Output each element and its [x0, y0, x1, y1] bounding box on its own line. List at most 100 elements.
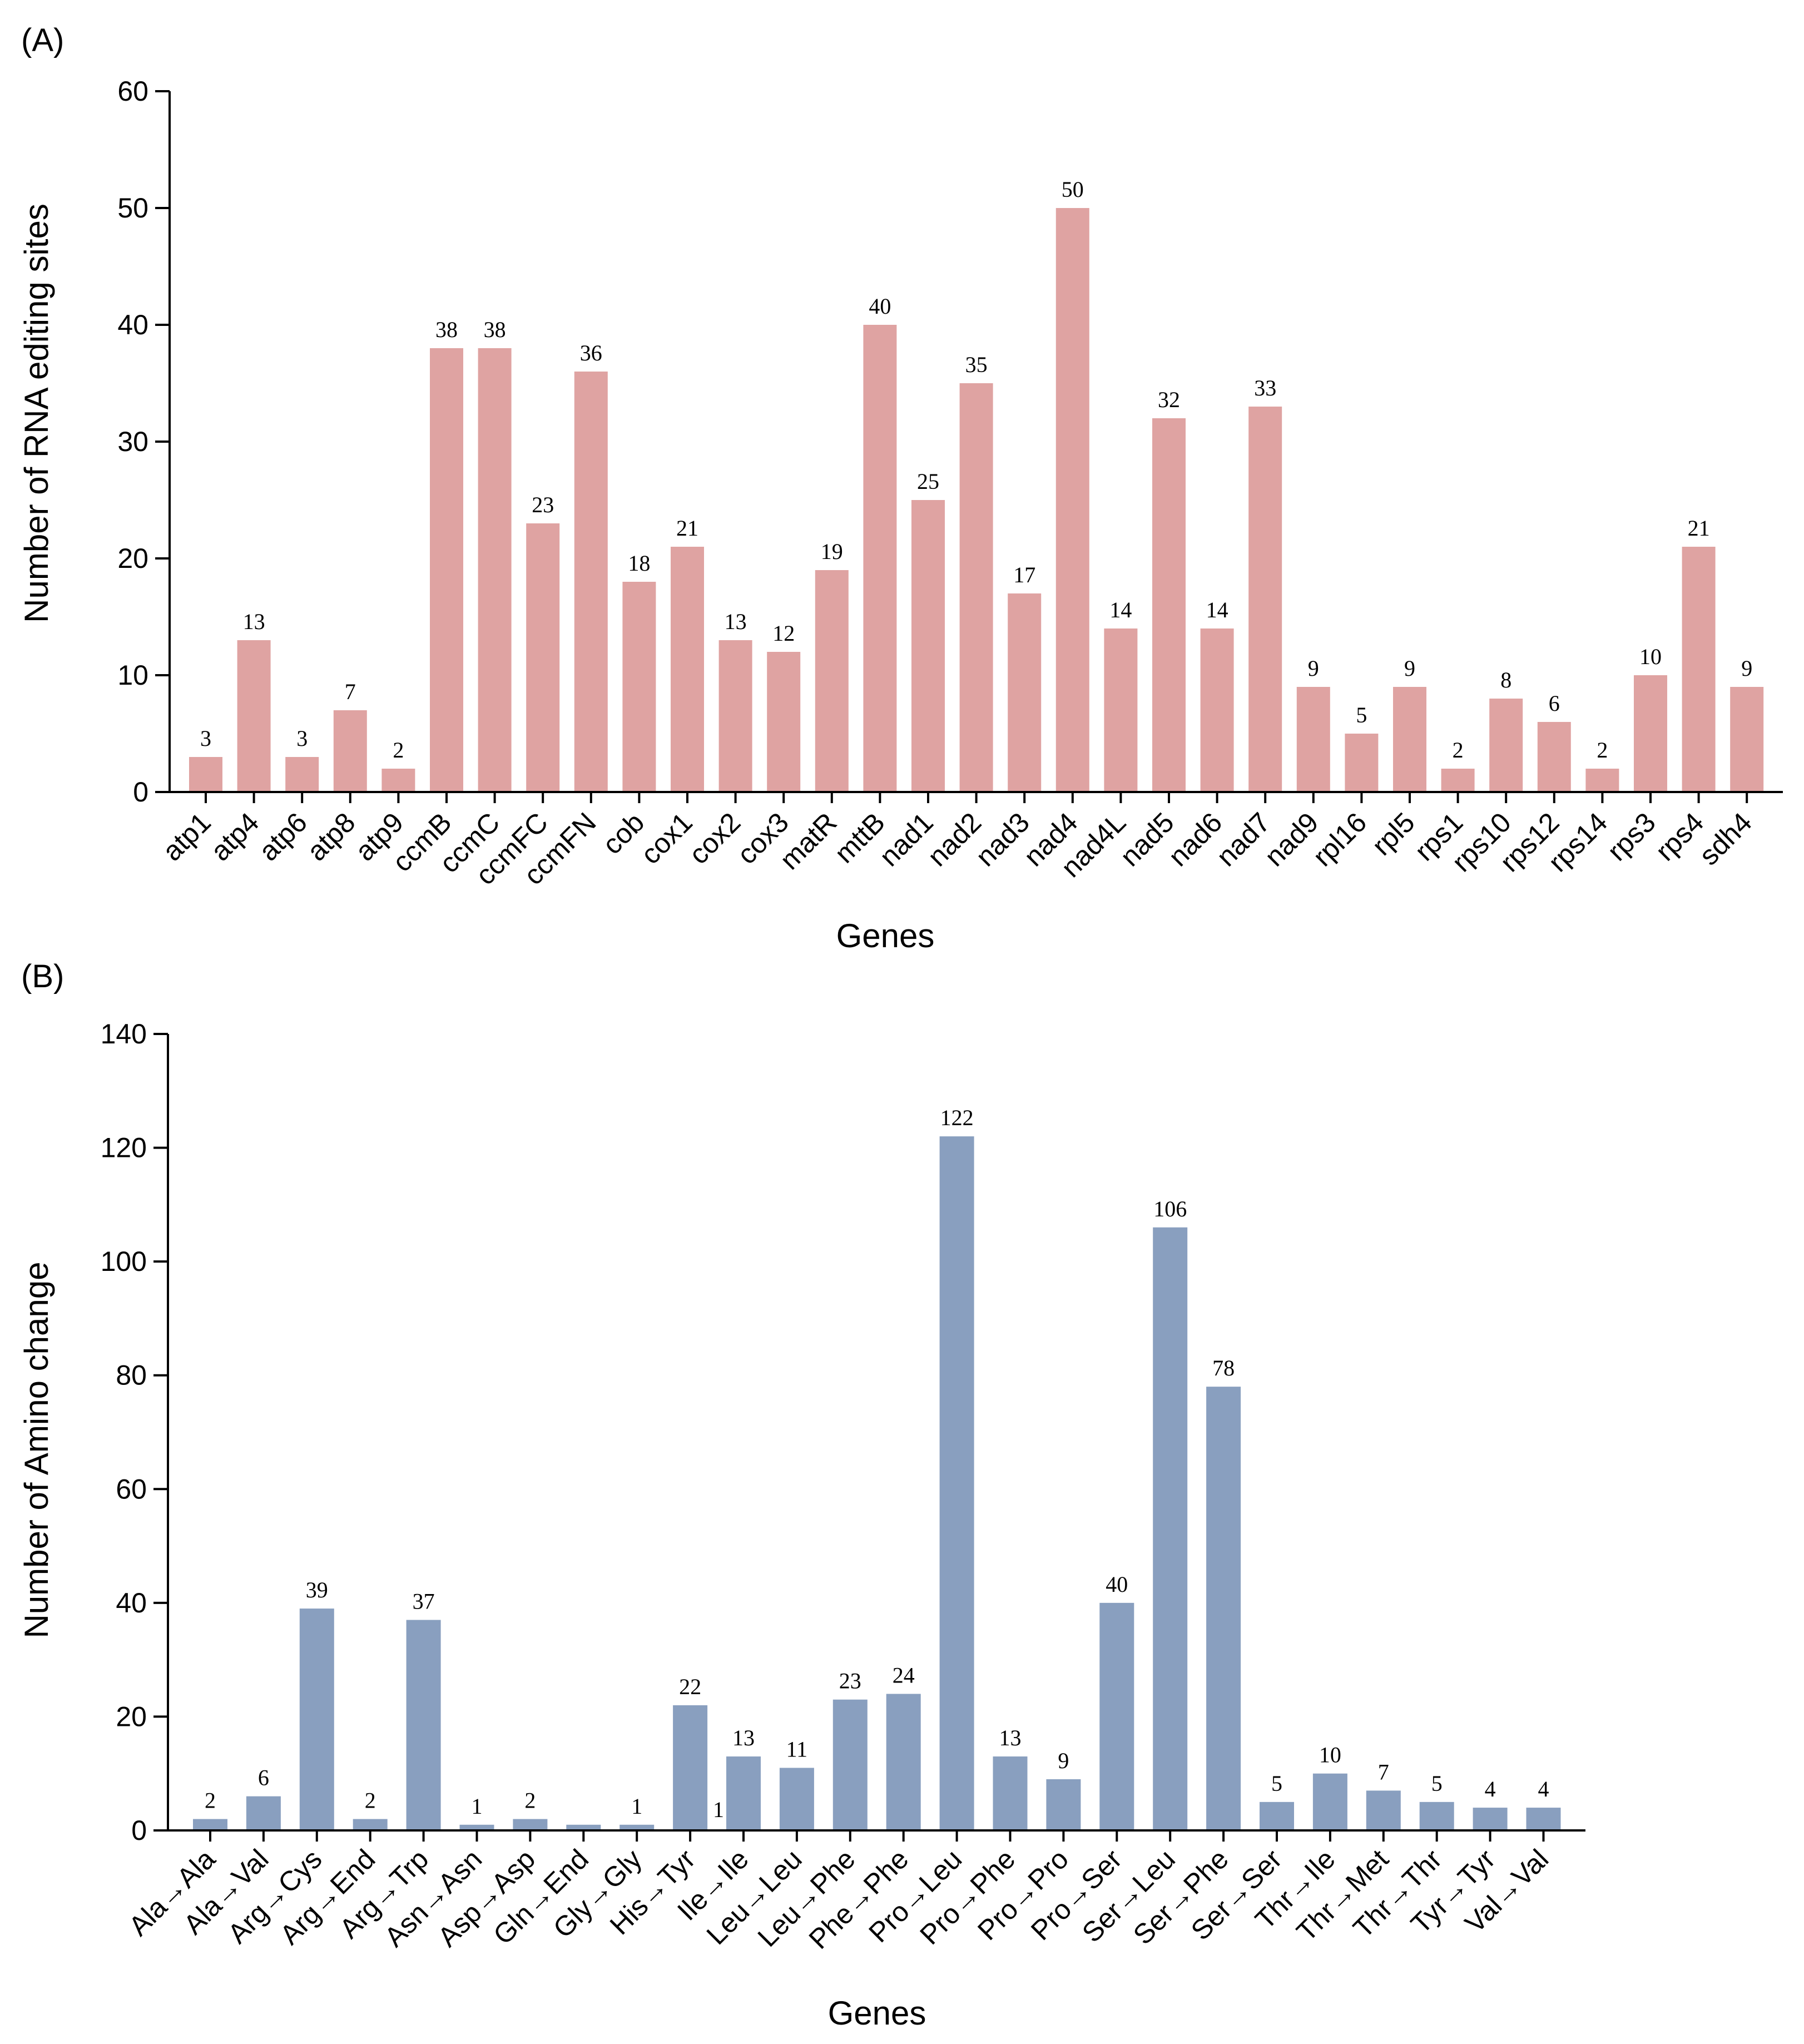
y-tick-label-40: 40 — [117, 309, 148, 340]
bar-atp1 — [189, 757, 222, 792]
panel-b-y-axis: 0 20 40 60 80 100 120 140 — [101, 1018, 169, 1846]
bar-ala-to-ala — [193, 1819, 227, 1830]
y-tick-label-60: 60 — [117, 76, 148, 107]
data-label-mttb: 40 — [869, 294, 891, 319]
bar-ccmc — [478, 348, 512, 792]
x-tick-label-nad2: nad2 — [921, 806, 987, 872]
x-tick-label-nad6: nad6 — [1162, 806, 1228, 872]
bar-mttb — [863, 325, 897, 792]
bar-rps14 — [1585, 769, 1619, 792]
data-label-asp-to-asp: 2 — [524, 1788, 536, 1813]
y-tick-label-60: 60 — [116, 1473, 147, 1504]
data-label-rps3: 10 — [1639, 644, 1662, 669]
bar-arg-to-cys — [299, 1609, 334, 1830]
bar-cox1 — [671, 547, 704, 792]
data-label-atp1: 3 — [200, 726, 211, 751]
bar-pro-to-ser — [1099, 1602, 1134, 1830]
x-tick-label-nad5: nad5 — [1114, 806, 1180, 872]
x-tick-label-atp6: atp6 — [253, 806, 313, 867]
data-label-nad7: 33 — [1254, 375, 1276, 400]
data-label-nad2: 35 — [965, 352, 988, 377]
data-label-arg-to-end: 2 — [365, 1788, 376, 1813]
panel-b-x-axis-title: Genes — [828, 1994, 926, 2032]
x-tick-label-nad1: nad1 — [874, 806, 939, 872]
bar-pro-to-phe — [993, 1756, 1028, 1830]
data-label-cox2: 13 — [725, 609, 747, 634]
bar-nad4 — [1055, 208, 1089, 792]
x-tick-label-rps4: rps4 — [1649, 806, 1709, 867]
bar-ser-to-ser — [1260, 1802, 1294, 1830]
data-label-arg-to-cys: 39 — [306, 1577, 328, 1602]
panel-b-y-axis-title: Number of Amino change — [18, 1261, 55, 1638]
data-label-leu-to-leu: 11 — [786, 1736, 808, 1761]
data-label-rpl5: 9 — [1404, 656, 1415, 681]
panel-a-y-axis-title: Number of RNA editing sites — [18, 204, 55, 623]
data-label-rps1: 2 — [1453, 738, 1464, 763]
bar-val-to-val — [1526, 1808, 1561, 1830]
data-label-ala-to-ala: 2 — [205, 1788, 216, 1813]
data-label-atp6: 3 — [296, 726, 308, 751]
y-tick-label-10: 10 — [117, 660, 148, 691]
bar-nad4l — [1104, 628, 1138, 792]
y-tick-label-100: 100 — [101, 1246, 147, 1277]
data-label-gly-to-gly: 1 — [631, 1794, 642, 1819]
data-label-nad6: 14 — [1206, 597, 1228, 622]
bar-cob — [622, 582, 656, 792]
data-label-nad1: 25 — [917, 469, 939, 494]
panel-a-y-axis: 0 10 20 30 40 50 60 — [117, 76, 171, 808]
x-tick-label-atp8: atp8 — [301, 806, 361, 867]
bar-nad7 — [1248, 407, 1282, 792]
bar-nad3 — [1008, 593, 1042, 792]
data-label-nad5: 32 — [1158, 387, 1180, 412]
bar-nad2 — [959, 383, 993, 792]
y-tick-label-20: 20 — [116, 1701, 147, 1732]
data-label-ala-to-val: 6 — [258, 1765, 269, 1790]
data-label-tyr-to-tyr: 4 — [1485, 1776, 1496, 1802]
data-label-pro-to-phe: 13 — [999, 1725, 1022, 1750]
bar-ccmfn — [574, 372, 608, 792]
bar-gln-to-end — [566, 1824, 601, 1830]
data-label-asn-to-asn: 1 — [472, 1794, 483, 1819]
x-tick-label-mttb: mttB — [829, 806, 891, 869]
data-label-thr-to-ile: 10 — [1319, 1743, 1341, 1768]
x-tick-label-rpl5: rpl5 — [1366, 806, 1421, 862]
data-label-atp9: 2 — [393, 738, 404, 763]
data-label-ser-to-leu: 106 — [1153, 1196, 1187, 1221]
bar-rps1 — [1441, 769, 1475, 792]
x-tick-label-nad3: nad3 — [970, 806, 1035, 872]
data-label-ser-to-phe: 78 — [1212, 1355, 1235, 1380]
bar-ser-to-phe — [1206, 1387, 1241, 1830]
data-label-ccmfn: 36 — [580, 340, 602, 365]
bar-atp6 — [285, 757, 319, 792]
data-label-sdh4: 9 — [1741, 656, 1752, 681]
bar-arg-to-trp — [406, 1620, 441, 1830]
panel-a-x-axis-title: Genes — [836, 917, 935, 954]
bar-atp4 — [237, 640, 271, 792]
bar-pro-to-pro — [1046, 1779, 1081, 1830]
bar-rps3 — [1634, 675, 1667, 792]
x-tick-label-atp1: atp1 — [156, 806, 216, 867]
x-tick-label-nad7: nad7 — [1211, 806, 1276, 872]
data-label-pro-to-leu: 122 — [940, 1105, 974, 1130]
bar-rps12 — [1537, 722, 1571, 792]
x-tick-label-matr: matR — [774, 806, 843, 875]
data-label-cob: 18 — [628, 551, 650, 576]
data-label-rps4: 21 — [1688, 516, 1710, 541]
data-label-atp4: 13 — [243, 609, 265, 634]
data-label-nad3: 17 — [1013, 562, 1035, 587]
bar-ala-to-val — [246, 1796, 281, 1830]
bar-nad6 — [1200, 628, 1234, 792]
bar-asp-to-asp — [513, 1819, 548, 1830]
bar-cox2 — [718, 640, 752, 792]
panel-b-annotation: 1 — [713, 1797, 724, 1822]
y-tick-label-50: 50 — [117, 192, 148, 224]
panel-b-bars — [193, 1136, 1561, 1830]
data-label-ccmfc: 23 — [532, 492, 554, 517]
bar-tyr-to-tyr — [1473, 1808, 1508, 1830]
x-tick-label-cox2: cox2 — [683, 806, 746, 870]
bar-cox3 — [767, 652, 801, 792]
bar-leu-to-phe — [832, 1699, 868, 1830]
y-tick-label-80: 80 — [116, 1360, 147, 1391]
